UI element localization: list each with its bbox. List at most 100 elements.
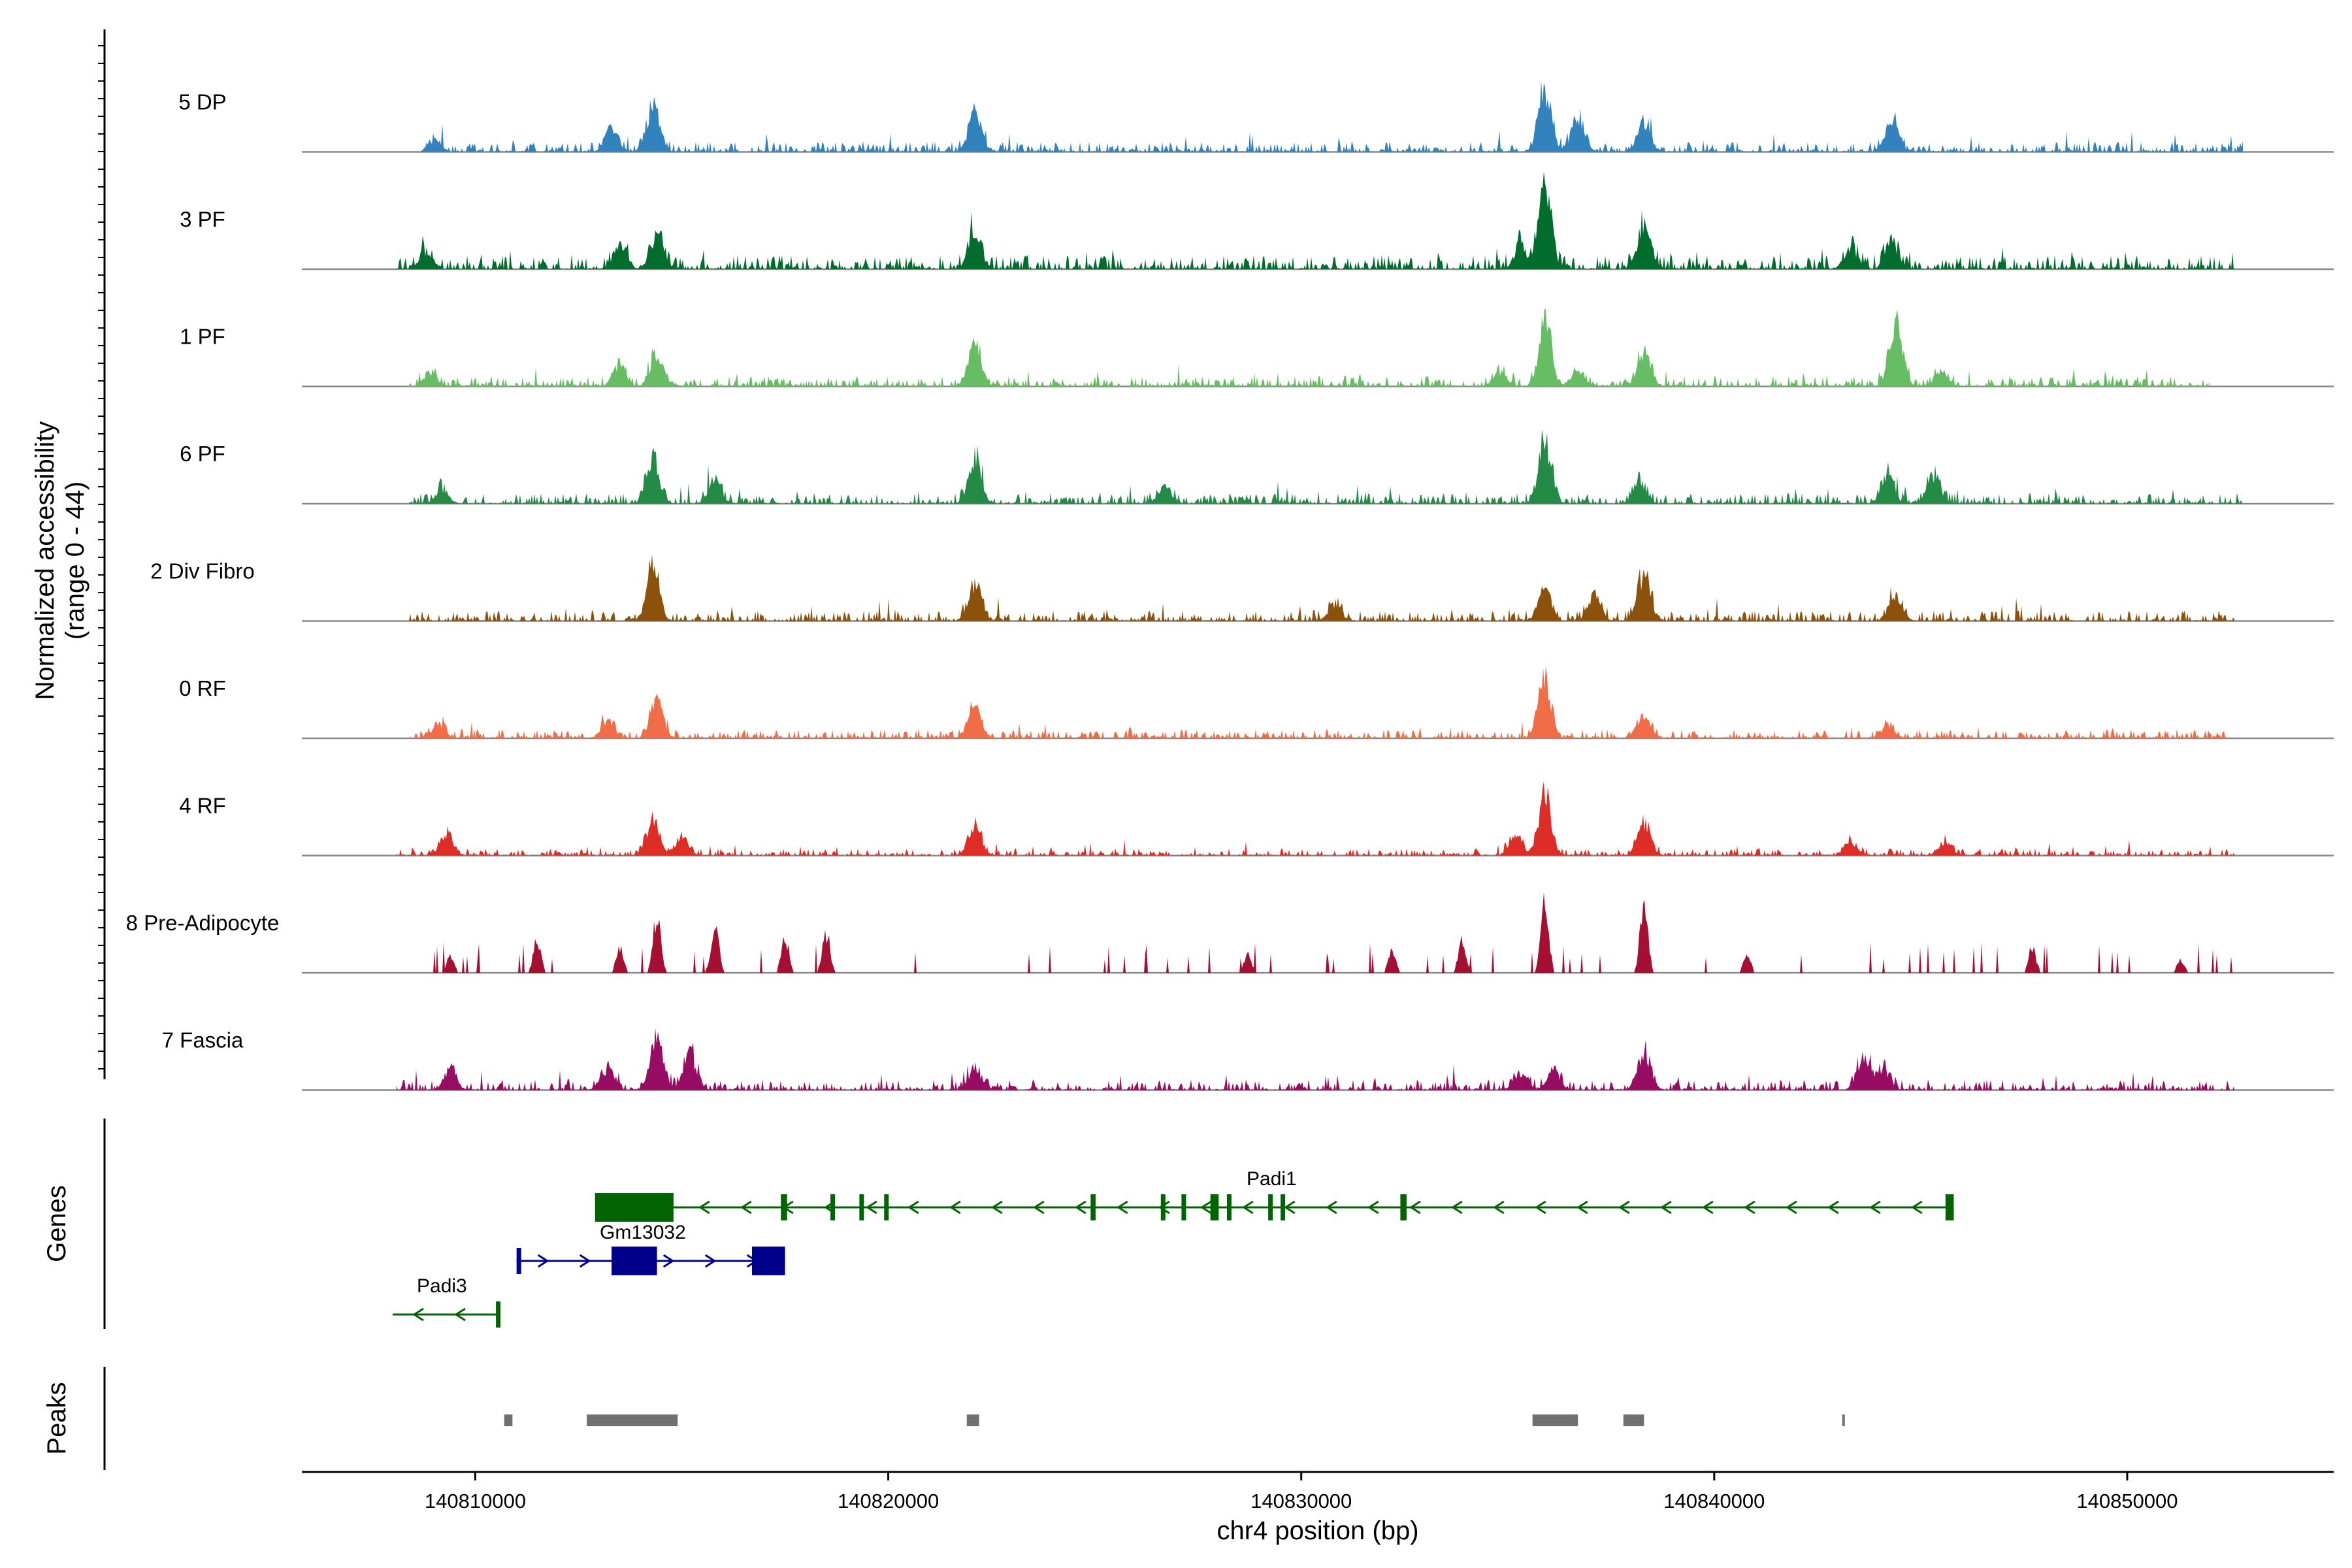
track-8-pre-adipocyte: 8 Pre-Adipocyte — [126, 892, 2334, 974]
x-axis-title: chr4 position (bp) — [1217, 1516, 1418, 1545]
strand-arrow — [1451, 1200, 1463, 1215]
track-7-fascia: 7 Fascia — [162, 1028, 2334, 1091]
gene-padi1: Padi1 — [595, 1168, 1954, 1222]
track-label: 2 Div Fibro — [150, 559, 255, 583]
strand-arrow — [1200, 1200, 1212, 1215]
strand-arrow — [1326, 1200, 1337, 1215]
strand-arrow — [1911, 1200, 1923, 1215]
strand-arrow — [704, 1254, 717, 1268]
exon — [781, 1194, 787, 1220]
strand-arrow — [1493, 1200, 1505, 1215]
peaks-panel-label: Peaks — [42, 1382, 71, 1454]
exon — [1181, 1194, 1186, 1220]
strand-arrow — [1535, 1200, 1546, 1215]
strand-arrow — [1075, 1200, 1086, 1215]
track-5-dp: 5 DP — [178, 80, 2334, 153]
track-1-pf: 1 PF — [180, 308, 2334, 387]
exon — [1945, 1194, 1954, 1220]
peak-region — [1842, 1414, 1845, 1426]
strand-arrow — [1033, 1200, 1045, 1215]
strand-arrow — [1618, 1200, 1630, 1215]
peak-region — [1532, 1414, 1578, 1426]
strand-arrow — [1786, 1200, 1797, 1215]
track-label: 8 Pre-Adipocyte — [126, 911, 280, 935]
x-tick-label: 140810000 — [425, 1490, 526, 1512]
exon — [496, 1301, 501, 1328]
gene-label: Padi1 — [1247, 1168, 1297, 1190]
track-label: 7 Fascia — [162, 1028, 244, 1053]
strand-arrow — [1744, 1200, 1756, 1215]
strand-arrow — [662, 1254, 675, 1268]
exon — [1160, 1194, 1166, 1220]
strand-arrow — [1827, 1200, 1839, 1215]
strand-arrow — [991, 1200, 1003, 1215]
x-tick-label: 140830000 — [1250, 1490, 1352, 1512]
genes-panel-label: Genes — [42, 1185, 71, 1262]
track-0-rf: 0 RF — [179, 666, 2334, 740]
strand-arrow — [454, 1307, 466, 1322]
exon — [1210, 1194, 1219, 1220]
strand-arrow — [1242, 1200, 1254, 1215]
strand-arrow — [1702, 1200, 1714, 1215]
exon — [830, 1194, 836, 1220]
exon — [595, 1193, 674, 1222]
peak-region — [587, 1414, 678, 1426]
strand-arrow — [1367, 1200, 1379, 1215]
peak-region — [966, 1414, 979, 1426]
track-3-pf: 3 PF — [180, 171, 2334, 270]
track-label: 4 RF — [179, 794, 226, 818]
strand-arrow — [537, 1254, 549, 1268]
exon — [516, 1248, 521, 1274]
gene-gm13032: Gm13032 — [516, 1222, 785, 1275]
coverage-area — [421, 80, 2243, 152]
track-label: 5 DP — [178, 90, 226, 114]
track-label: 6 PF — [180, 442, 225, 466]
track-2-div-fibro: 2 Div Fibro — [150, 554, 2334, 622]
track-label: 0 RF — [179, 676, 226, 700]
strand-arrow — [866, 1200, 877, 1215]
exon — [1400, 1194, 1407, 1220]
coverage-y-axis — [98, 29, 106, 1079]
track-label: 3 PF — [180, 207, 225, 231]
peak-region — [1623, 1414, 1644, 1426]
strand-arrow — [412, 1307, 424, 1322]
strand-arrow — [907, 1200, 919, 1215]
strand-arrow — [1158, 1200, 1170, 1215]
gene-label: Padi3 — [417, 1275, 467, 1297]
x-tick-label: 140850000 — [2076, 1490, 2178, 1512]
gene-padi3: Padi3 — [393, 1275, 501, 1328]
peak-region — [504, 1414, 513, 1426]
exon — [1226, 1194, 1232, 1220]
track-6-pf: 6 PF — [180, 429, 2334, 505]
strand-arrow — [1869, 1200, 1881, 1215]
track-label: 1 PF — [180, 325, 225, 349]
strand-arrow — [949, 1200, 961, 1215]
gene-label: Gm13032 — [600, 1222, 686, 1243]
exon — [612, 1247, 657, 1275]
coverage-area — [409, 554, 2234, 621]
strand-arrow — [1409, 1200, 1421, 1215]
gene-annotations: Padi1 Gm13032 Padi3 — [393, 1168, 1954, 1328]
y-axis-title-line2: (range 0 - 44) — [61, 482, 90, 640]
strand-arrow — [1660, 1200, 1672, 1215]
strand-arrow — [698, 1200, 710, 1215]
x-tick-label: 140840000 — [1663, 1490, 1765, 1512]
exon — [884, 1194, 889, 1220]
strand-arrow — [1284, 1200, 1296, 1215]
strand-arrow — [1117, 1200, 1128, 1215]
peak-regions — [504, 1414, 1845, 1426]
y-axis-title-line1: Normalized accessibility — [31, 421, 59, 700]
coverage-tracks: 5 DP 3 PF 1 PF 6 PF 2 Div Fibro 0 RF 4 RF 8 Pre… — [126, 80, 2334, 1091]
strand-arrow — [1576, 1200, 1588, 1215]
x-axis-ticks: 140810000 140820000 140830000 140840000 1408… — [425, 1472, 2178, 1512]
track-4-rf: 4 RF — [179, 781, 2334, 857]
exon — [1268, 1194, 1273, 1220]
strand-arrow — [740, 1200, 752, 1215]
exon — [859, 1194, 864, 1220]
strand-arrow — [579, 1254, 591, 1268]
exon — [752, 1247, 785, 1275]
exon — [1090, 1194, 1096, 1220]
x-tick-label: 140820000 — [838, 1490, 939, 1512]
